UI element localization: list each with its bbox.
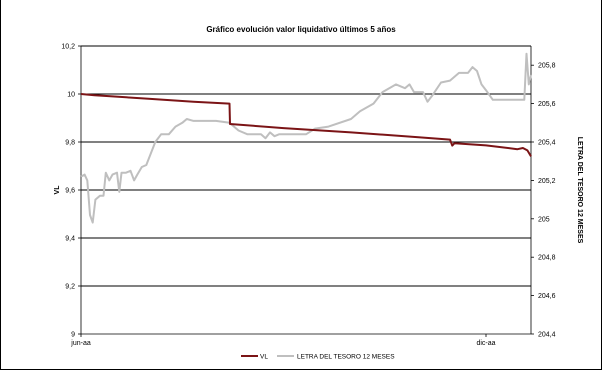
x-tick-label: dic-aa <box>476 340 495 347</box>
right-tick-label: 204,8 <box>538 255 556 262</box>
legend: VL LETRA DEL TESORO 12 MESES <box>241 354 395 361</box>
series-line-letra-del-tesoro <box>80 52 532 224</box>
legend-label-letra: LETRA DEL TESORO 12 MESES <box>297 354 395 361</box>
series-line-vl <box>80 93 532 157</box>
series-lines <box>80 52 532 224</box>
left-tick-label: 10,2 <box>61 44 75 51</box>
x-axis-ticks: jun-aa dic-aa <box>70 334 496 347</box>
right-axis-ticks: 204,4 204,6 204,8 205 205,2 205,4 205,6 205,8 <box>531 63 556 339</box>
right-tick-label: 205,6 <box>538 101 556 108</box>
x-tick-label: jun-aa <box>70 340 91 347</box>
left-tick-label: 9 <box>71 332 75 339</box>
left-tick-label: 9,6 <box>65 188 75 195</box>
legend-label-vl: VL <box>260 354 268 361</box>
left-tick-label: 9,8 <box>65 140 75 147</box>
right-tick-label: 205,4 <box>538 140 556 147</box>
right-tick-label: 205,8 <box>538 63 556 70</box>
grid-lines <box>81 45 531 287</box>
left-tick-label: 9,2 <box>65 284 75 291</box>
right-tick-label: 205 <box>538 216 550 223</box>
right-axis-title: LETRA DEL TESORO 12 MESES <box>576 137 583 244</box>
left-tick-label: 10 <box>67 92 75 99</box>
right-tick-label: 205,2 <box>538 178 556 185</box>
chart-title: Gráfico evolución valor liquidativo últi… <box>206 25 396 34</box>
left-axis-title: VL <box>54 185 61 195</box>
right-tick-label: 204,6 <box>538 293 556 300</box>
left-axis-ticks: 9 9,2 9,4 9,6 9,8 10 10,2 <box>61 44 81 339</box>
right-tick-label: 204,4 <box>538 332 556 339</box>
left-tick-label: 9,4 <box>65 236 75 243</box>
